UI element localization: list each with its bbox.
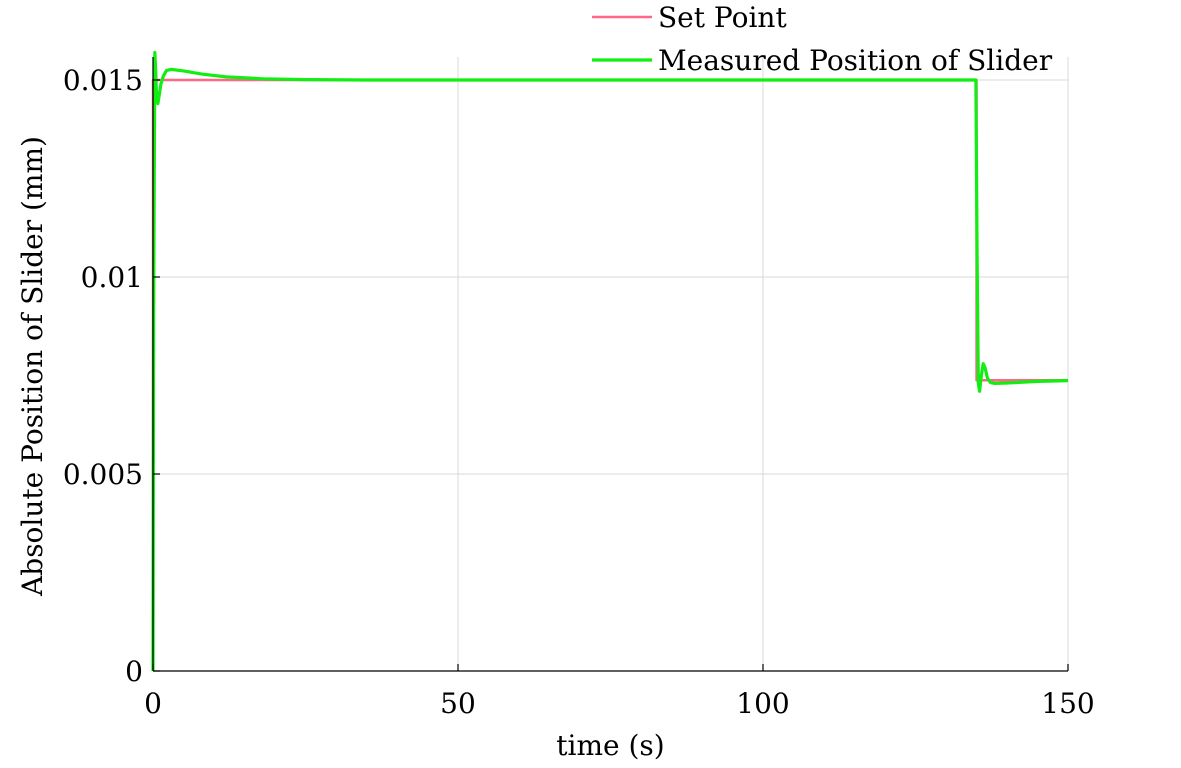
legend-label: Set Point — [658, 1, 787, 34]
y-tick-label: 0.015 — [63, 64, 143, 97]
x-tick-label: 100 — [736, 687, 789, 720]
x-tick-label: 150 — [1041, 687, 1094, 720]
y-tick-label: 0 — [125, 655, 143, 688]
x-tick-label: 0 — [144, 687, 162, 720]
series-group — [151, 50, 1069, 672]
y-tick-label: 0.01 — [81, 261, 143, 294]
axes — [152, 57, 1068, 672]
ticks: 0 50 100 150 0 0.005 0.01 0.015 — [63, 64, 1095, 720]
series-line-set-point — [151, 78, 1068, 672]
grid — [153, 57, 1069, 671]
y-tick-label: 0.005 — [63, 458, 143, 491]
series-line-measured-position — [151, 50, 1069, 672]
x-tick-label: 50 — [440, 687, 476, 720]
legend: Set Point Measured Position of Slider — [592, 1, 1053, 77]
y-axis-title: Absolute Position of Slider (mm) — [16, 136, 49, 597]
legend-label: Measured Position of Slider — [658, 44, 1053, 77]
x-axis-title: time (s) — [556, 729, 664, 762]
